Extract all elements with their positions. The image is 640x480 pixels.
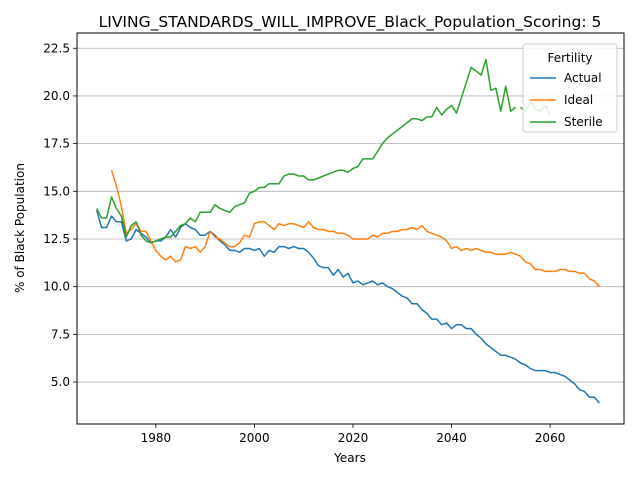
y-tick-label: 5.0 bbox=[51, 375, 70, 389]
series-lines bbox=[95, 58, 600, 404]
legend-label-sterile: Sterile bbox=[564, 115, 603, 129]
x-tick-label: 2040 bbox=[436, 431, 467, 445]
series-line-sterile bbox=[96, 58, 517, 244]
legend-label-ideal: Ideal bbox=[564, 93, 593, 107]
series-line-ideal bbox=[110, 170, 600, 288]
legend-title: Fertility bbox=[547, 51, 592, 65]
y-axis-ticks: 5.0 7.5 10.0 12.5 15.0 17.5 20.0 22.5 bbox=[43, 41, 77, 389]
series-line-actual bbox=[95, 210, 600, 404]
y-tick-label: 12.5 bbox=[43, 232, 70, 246]
y-tick-label: 10.0 bbox=[43, 280, 70, 294]
x-tick-label: 2060 bbox=[535, 431, 566, 445]
x-axis-label: Years bbox=[333, 451, 366, 465]
legend: Fertility Actual Ideal Sterile bbox=[522, 43, 618, 133]
x-tick-label: 2020 bbox=[338, 431, 369, 445]
x-tick-label: 2000 bbox=[239, 431, 270, 445]
y-tick-label: 17.5 bbox=[43, 137, 70, 151]
x-tick-label: 1980 bbox=[141, 431, 172, 445]
legend-box bbox=[522, 43, 618, 133]
x-axis-ticks: 1980 2000 2020 2040 2060 bbox=[141, 424, 566, 445]
legend-label-actual: Actual bbox=[564, 71, 602, 85]
y-tick-label: 15.0 bbox=[43, 184, 70, 198]
y-tick-label: 20.0 bbox=[43, 89, 70, 103]
y-axis-label: % of Black Population bbox=[13, 163, 27, 293]
plot-frame bbox=[76, 32, 625, 425]
y-tick-label: 7.5 bbox=[51, 327, 70, 341]
chart-title: LIVING_STANDARDS_WILL_IMPROVE_Black_Popu… bbox=[99, 13, 602, 32]
legend-items: Actual Ideal Sterile bbox=[530, 71, 603, 129]
y-tick-label: 22.5 bbox=[43, 41, 70, 55]
